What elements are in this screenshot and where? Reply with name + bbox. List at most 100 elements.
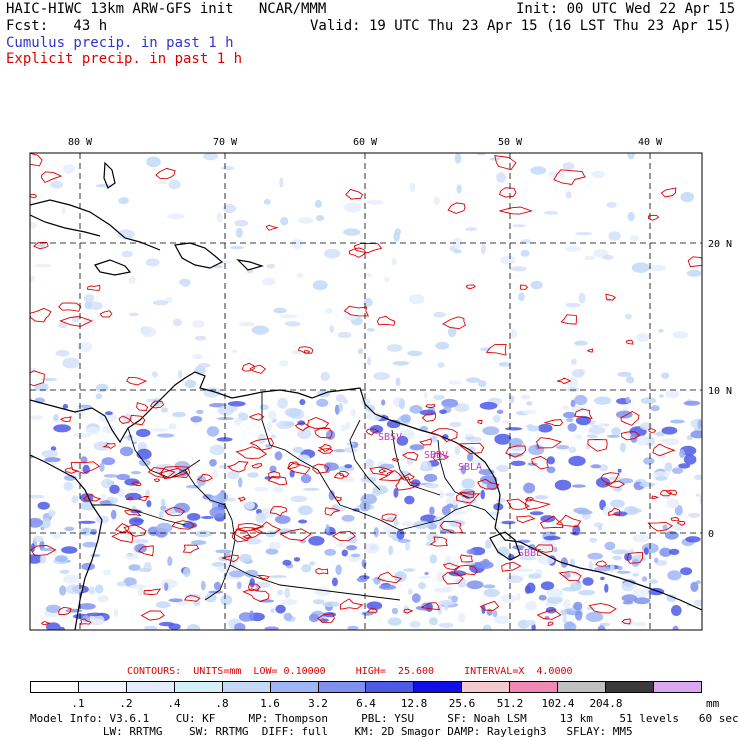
forecast-hour: Fcst: 43 h [6, 18, 108, 34]
precip-cell [452, 237, 463, 249]
precip-cell [658, 329, 664, 333]
precip-cell [485, 539, 492, 549]
precip-cell [369, 424, 384, 434]
precip-cell [59, 585, 67, 596]
explicit-contour [456, 492, 481, 504]
precip-cell [655, 560, 668, 566]
precip-cell [297, 428, 312, 439]
precip-cell [458, 581, 467, 588]
precip-cell [166, 467, 178, 477]
precip-cell [409, 404, 423, 414]
model-title: HAIC-HIWC 13km ARW-GFS init NCAR/MMM [6, 1, 327, 17]
precip-cell [217, 417, 234, 421]
precip-cell [363, 297, 373, 307]
precip-cell [384, 277, 390, 282]
explicit-contour [600, 472, 620, 485]
precip-cell [341, 514, 355, 522]
precip-cell [438, 622, 454, 628]
precip-cell [492, 610, 498, 618]
precip-cell [133, 519, 145, 523]
explicit-contour [99, 310, 113, 318]
precip-cell [482, 426, 500, 436]
precip-cell [168, 623, 181, 630]
explicit-contour [136, 402, 149, 411]
precip-cell [352, 508, 360, 512]
precip-cell [284, 407, 302, 418]
precip-cell [664, 530, 679, 540]
precip-cell [565, 302, 581, 308]
precip-cell [85, 426, 100, 435]
precip-cell [483, 588, 500, 598]
precip-cell [32, 535, 44, 543]
explicit-contour [516, 515, 536, 524]
precip-cell [562, 411, 576, 419]
explicit-contour [137, 545, 154, 557]
explicit-contour [670, 517, 680, 522]
explicit-contour [314, 428, 333, 439]
explicit-contour [237, 496, 246, 502]
precip-cell [99, 462, 105, 472]
precip-cell [433, 196, 440, 206]
precip-cell [478, 380, 487, 388]
precip-cell [118, 197, 129, 205]
explicit-contour [501, 561, 522, 572]
legend-swatch [318, 682, 367, 692]
precip-cell [690, 430, 702, 439]
explicit-contour [626, 339, 634, 345]
precip-cell [209, 444, 225, 456]
explicit-contour [687, 256, 702, 268]
legend-swatch [78, 682, 127, 692]
precip-cell [128, 276, 136, 285]
explicit-contour [391, 458, 400, 462]
precip-cell [604, 541, 616, 551]
precip-cell [509, 437, 523, 447]
precip-cell [610, 499, 625, 508]
precip-cell [575, 231, 593, 236]
precip-cell [335, 394, 346, 403]
precip-cell [540, 581, 555, 591]
precip-cell [610, 563, 615, 573]
precip-cell [345, 421, 351, 430]
explicit-contour [70, 461, 101, 474]
precip-cell [93, 441, 111, 451]
explicit-contour [182, 544, 200, 553]
precip-cell [41, 547, 56, 552]
precip-cell [670, 419, 685, 424]
precip-cell [41, 517, 51, 529]
precip-cell [178, 370, 183, 379]
explicit-contour [235, 527, 263, 540]
legend-label: .8 [215, 697, 229, 710]
explicit-contour [232, 529, 251, 543]
precip-cell [660, 372, 670, 379]
precip-cell [95, 184, 113, 188]
precip-cell [466, 549, 475, 555]
precip-cell [297, 454, 310, 461]
explicit-contour [506, 498, 530, 510]
precip-cell [145, 258, 160, 267]
precip-cell [37, 501, 50, 510]
precip-cell [176, 601, 190, 605]
precip-cell [280, 599, 298, 605]
precip-cell [683, 400, 701, 406]
precip-cell [630, 432, 638, 443]
precip-cell [404, 495, 415, 505]
explicit-contour [520, 284, 529, 290]
precip-cell [160, 498, 166, 507]
precip-cell [269, 465, 277, 473]
precip-cell [82, 541, 98, 548]
precip-cell [119, 446, 134, 457]
precip-cell [137, 585, 144, 597]
explicit-contour [339, 598, 364, 610]
precip-cell [588, 426, 606, 435]
explicit-contour [553, 169, 586, 185]
legend-label: .1 [71, 697, 85, 710]
explicit-contour [287, 461, 301, 470]
precip-cell [683, 454, 697, 465]
precip-cell [146, 156, 161, 168]
precip-cell [216, 212, 223, 223]
precip-cell [181, 279, 191, 287]
precip-cell [632, 534, 650, 543]
precip-cell [90, 618, 104, 625]
precip-cell [424, 571, 429, 576]
precip-cell [172, 318, 183, 327]
